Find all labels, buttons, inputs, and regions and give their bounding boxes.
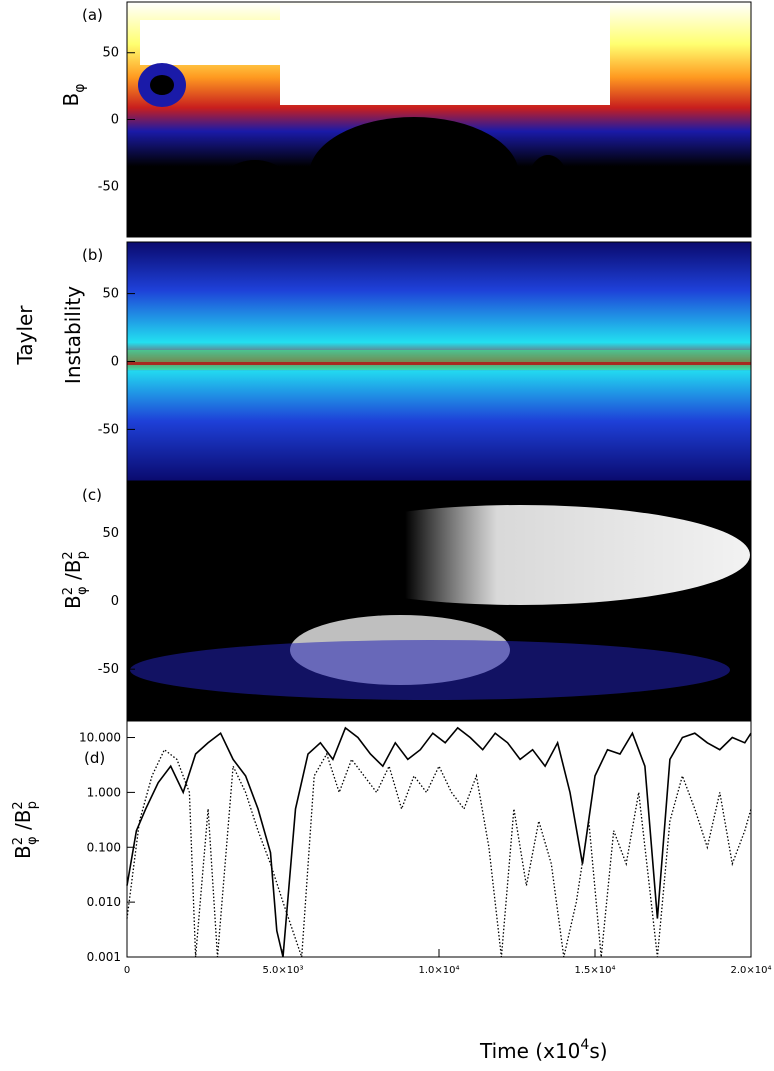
x-tick-label: 1.0×10⁴ [418, 965, 459, 976]
panel-c: (c) [82, 480, 752, 722]
x-axis-label-main: Time (x10 [479, 1039, 580, 1063]
panel-c-bright-north [290, 505, 750, 605]
panel-a-ylabel-main: B [59, 93, 83, 107]
panel-d-y-tick-label: 0.001 [87, 950, 121, 964]
panel-b-ylabel-outer: Tayler [13, 305, 37, 366]
panel-a-dark-core [150, 75, 174, 95]
panel-c-ylabel-mid: /B [61, 560, 85, 587]
series-solid-line [126, 726, 752, 958]
y-tick-labels: 50 0 -50 50 0 -50 50 0 -50 10.000 1.000 0.100 0.010 0… [79, 46, 135, 964]
panel-d-y-tick-label: 1.000 [87, 785, 121, 799]
panel-d-ylabel-mid: /B [11, 810, 35, 837]
panel-d-ylabel-sub: φ [25, 836, 40, 845]
panel-c-ylabel-sup: 2 [61, 587, 76, 595]
panel-d-y-tick-label: 0.100 [87, 840, 121, 854]
panel-b-equator-band [127, 350, 751, 370]
panel-a-ylabel: Bφ [59, 84, 88, 107]
x-tick-label: 2.0×10⁴ [730, 965, 771, 976]
panel-d-y-tick-label: 0.010 [87, 895, 121, 909]
panel-c-ylabel-b: B [61, 595, 85, 609]
panel-a-tag: (a) [82, 6, 103, 24]
x-tick-labels: 0 5.0×10³ 1.0×10⁴ 1.5×10⁴ 2.0×10⁴ [124, 949, 772, 976]
panel-b: (b) [82, 241, 752, 482]
panel-b-y-tick-label: 0 [111, 355, 119, 370]
panel-a-y-tick-label: -50 [98, 179, 119, 194]
panel-b-ylabel: Instability [61, 286, 85, 384]
panel-a-white-region-2 [140, 20, 280, 65]
x-axis-label: Time (x104s) [479, 1037, 608, 1063]
panel-d-background [127, 721, 751, 957]
panel-d-tag: (d) [84, 749, 105, 767]
series-dotted-line [126, 748, 752, 958]
panel-a: (a) [82, 1, 752, 238]
panel-c-blue-fringe [130, 640, 730, 700]
panel-a-y-tick-label: 50 [102, 46, 119, 61]
x-tick-label: 5.0×10³ [262, 965, 303, 976]
svg-text:Bφ: Bφ [59, 84, 88, 107]
panel-b-y-tick-label: -50 [98, 422, 119, 437]
panel-a-black-region-3 [215, 160, 295, 230]
x-axis-label-end: s) [589, 1039, 607, 1063]
panel-a-black-region-4 [526, 155, 570, 225]
panel-d-ylabel-sup2: 2 [11, 801, 26, 809]
panel-d-ylabel-sup: 2 [11, 837, 26, 845]
svg-text:B2φ /B2p: B2φ /B2p [11, 801, 40, 859]
panel-a-black-region-2 [145, 168, 235, 232]
panel-d-ylabel-sub2: p [25, 801, 40, 809]
panel-a-ylabel-sub: φ [72, 84, 88, 93]
x-tick-label: 1.5×10⁴ [574, 965, 615, 976]
panel-b-ylabel-outer-text: Tayler [13, 305, 37, 366]
panel-c-ylabel-sub: φ [75, 586, 90, 595]
svg-text:B2φ /B2p: B2φ /B2p [61, 551, 90, 609]
panel-b-y-tick-label: 50 [102, 287, 119, 302]
panel-c-y-tick-label: 50 [102, 526, 119, 541]
panel-a-white-region [280, 5, 610, 105]
panel-c-ylabel-sub2: p [75, 551, 90, 559]
panel-d-y-tick-label: 10.000 [79, 731, 121, 745]
panel-b-red-line [127, 362, 751, 365]
panel-d-ylabel-b: B [11, 845, 35, 859]
panel-a-black-region-1 [309, 117, 519, 233]
panel-b-ylabel-text: Instability [61, 286, 85, 384]
panel-d: (d) [84, 720, 752, 958]
panel-c-ylabel: B2φ /B2p [61, 551, 90, 609]
panel-c-y-tick-label: -50 [98, 662, 119, 677]
x-axis-label-sup: 4 [580, 1037, 589, 1053]
panel-c-tag: (c) [82, 486, 102, 504]
panel-a-y-tick-label: 0 [111, 113, 119, 128]
panel-c-ylabel-sup2: 2 [61, 551, 76, 559]
panel-d-ylabel: B2φ /B2p [11, 801, 40, 859]
panel-c-y-tick-label: 0 [111, 594, 119, 609]
x-tick-label: 0 [124, 965, 130, 976]
panel-b-tag: (b) [82, 246, 103, 264]
panel-d-lines [126, 726, 752, 958]
